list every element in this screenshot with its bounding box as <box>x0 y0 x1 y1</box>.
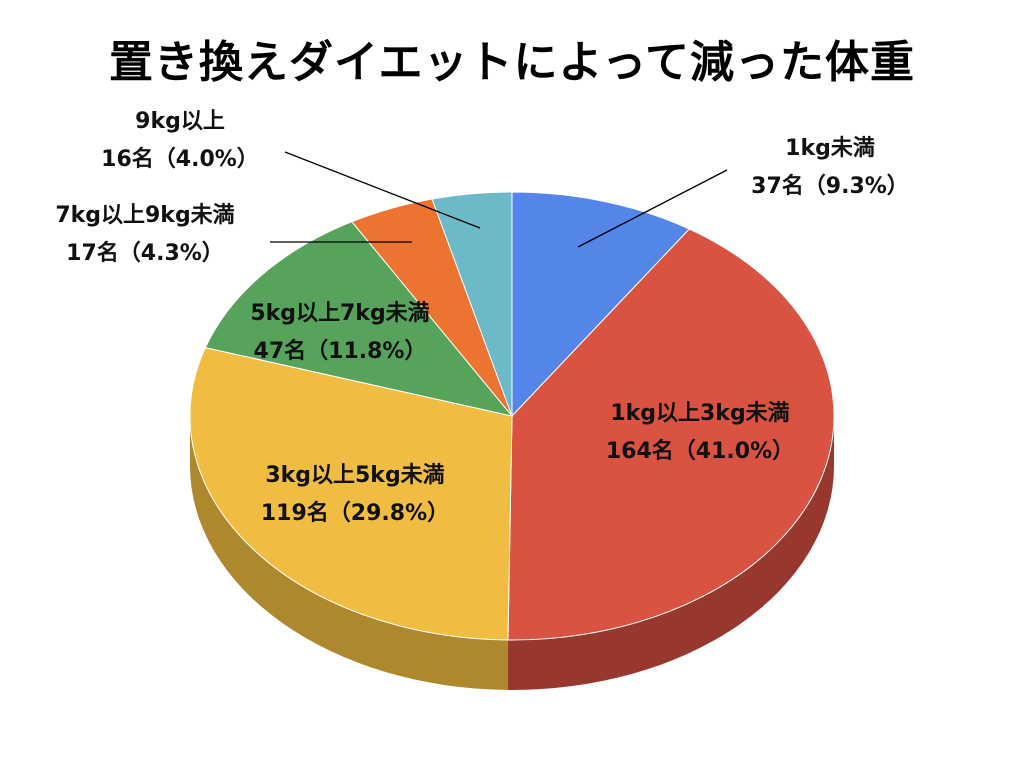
slice-label-2: 3kg以上5kg未満 119名（29.8%） <box>261 462 449 526</box>
pie-slice-side-2 <box>190 416 508 690</box>
pie-slice-side-1 <box>507 416 834 690</box>
leader-line-5 <box>284 151 481 229</box>
slice-label-4: 7kg以上9kg未満 17名（4.3%） <box>55 202 234 266</box>
pie-slice-0 <box>511 191 691 418</box>
slice-label-5: 9kg以上 16名（4.0%） <box>101 109 259 172</box>
slice-label-0: 1kg未満 37名（9.3%） <box>751 135 909 199</box>
chart-title: 置き換えダイエットによって減った体重 <box>108 37 916 88</box>
pie-slice-5 <box>431 191 513 417</box>
leader-line-0 <box>577 169 728 248</box>
pie-slice-2 <box>189 347 513 641</box>
slice-label-3: 5kg以上7kg未満 47名（11.8%） <box>250 300 429 364</box>
pie-slice-1 <box>507 228 835 641</box>
pie-slice-3 <box>204 221 514 417</box>
slice-label-1: 1kg以上3kg未満 164名（41.0%） <box>606 400 794 464</box>
